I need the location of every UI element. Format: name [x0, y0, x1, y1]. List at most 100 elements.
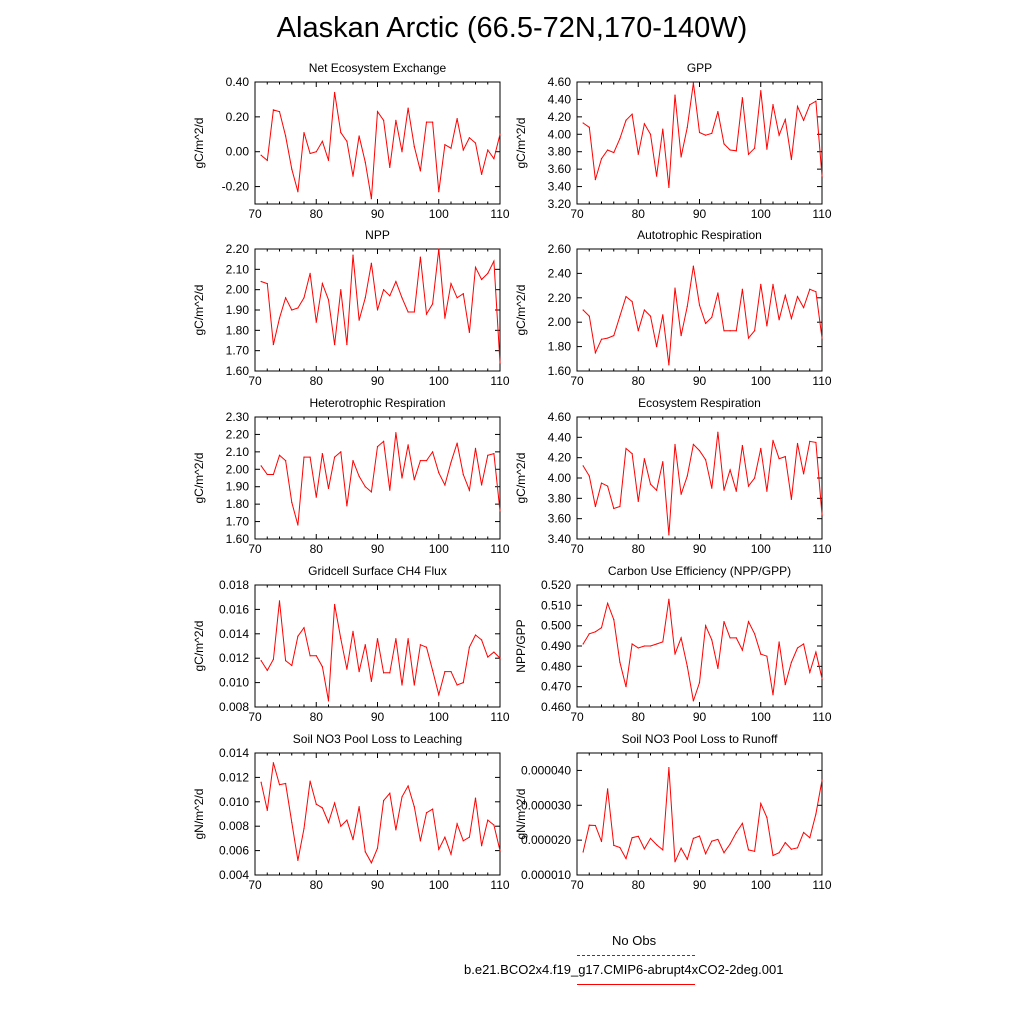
data-point — [821, 175, 823, 177]
y-tick-label: 0.470 — [541, 680, 571, 694]
data-point — [438, 472, 440, 474]
data-point — [303, 627, 305, 629]
data-point — [499, 850, 501, 852]
y-axis-title: gC/m^2/d — [192, 621, 206, 672]
data-point — [607, 602, 609, 604]
y-tick-label: 3.40 — [548, 180, 572, 194]
y-tick-label: 2.60 — [548, 242, 572, 256]
data-point — [723, 621, 725, 623]
y-tick-label: 1.80 — [226, 323, 250, 337]
data-point — [456, 442, 458, 444]
data-point — [413, 479, 415, 481]
panel-title: GPP — [687, 61, 712, 75]
series-line — [260, 432, 501, 526]
data-point — [705, 459, 707, 461]
data-point — [340, 289, 342, 291]
y-tick-label: 3.20 — [548, 197, 572, 211]
data-point — [376, 847, 379, 849]
data-point — [723, 852, 725, 854]
data-point — [711, 132, 713, 135]
data-point — [383, 799, 385, 802]
data-point — [778, 641, 780, 643]
data-point — [364, 297, 366, 299]
plot-frame — [576, 584, 823, 708]
x-tick-label: 80 — [310, 542, 324, 556]
y-tick-label: 0.000020 — [521, 833, 571, 847]
data-point — [474, 447, 477, 449]
page-title: Alaskan Arctic (66.5-72N,170-140W) — [276, 12, 748, 44]
y-tick-label: 3.60 — [548, 162, 572, 176]
x-tick-label: 110 — [490, 207, 509, 221]
x-tick-label: 70 — [248, 878, 262, 892]
chart-panel-6: Ecosystem Respiration 70 80 90 100 110 4.60 4.4… — [514, 396, 832, 556]
data-point — [364, 486, 366, 488]
data-point — [754, 147, 756, 149]
y-tick-label: 4.20 — [548, 451, 572, 465]
data-point — [619, 661, 621, 663]
data-point — [705, 853, 707, 855]
data-point — [493, 824, 495, 826]
y-axis-title: gC/m^2/d — [192, 118, 206, 169]
data-point — [321, 666, 323, 668]
y-tick-label: 3.80 — [548, 145, 572, 159]
data-point — [364, 644, 366, 646]
x-tick-label: 90 — [693, 878, 707, 892]
data-point — [474, 797, 477, 799]
data-point — [656, 489, 658, 491]
data-point — [717, 431, 719, 433]
data-point — [741, 97, 743, 99]
x-tick-label: 70 — [248, 710, 262, 724]
data-point — [450, 671, 452, 673]
data-point — [438, 694, 440, 696]
data-point — [754, 633, 756, 635]
data-point — [656, 175, 658, 177]
x-tick-label: 80 — [632, 710, 646, 724]
data-point — [432, 121, 434, 123]
data-point — [407, 311, 409, 313]
data-point — [297, 635, 299, 637]
data-point — [600, 482, 603, 484]
y-axis-title: gC/m^2/d — [192, 285, 206, 336]
data-point — [481, 845, 483, 847]
data-point — [291, 168, 293, 170]
y-tick-label: 1.70 — [226, 515, 250, 529]
y-tick-label: 2.30 — [226, 410, 250, 424]
data-point — [395, 829, 397, 831]
data-point — [303, 456, 305, 458]
data-point — [674, 861, 676, 863]
data-point — [735, 637, 737, 639]
data-point — [649, 645, 652, 647]
data-point — [444, 836, 446, 838]
panel-title: Net Ecosystem Exchange — [309, 61, 447, 75]
data-point — [784, 294, 786, 296]
data-point — [383, 672, 385, 674]
data-point — [588, 824, 590, 826]
data-point — [456, 823, 458, 825]
data-point — [717, 667, 719, 669]
data-point — [315, 496, 317, 498]
data-point — [358, 806, 360, 808]
data-point — [474, 634, 477, 636]
x-tick-label: 100 — [751, 710, 771, 724]
data-point — [352, 630, 354, 632]
data-point — [643, 645, 645, 647]
chart-panel-10: Soil NO3 Pool Loss to Runoff 70 80 90 100 110… — [514, 732, 832, 892]
data-point — [285, 459, 287, 462]
panel-title: Autotrophic Respiration — [637, 228, 762, 242]
chart-panel-3: NPP 70 80 90 100 110 2.20 2.10 2.00 1.90 1.80 1.70 1… — [192, 228, 510, 388]
x-tick-label: 100 — [429, 374, 449, 388]
data-point — [493, 453, 495, 455]
data-point — [285, 782, 287, 785]
chart-panel-8: Carbon Use Efficiency (NPP/GPP) 70 80 90 100… — [514, 564, 832, 724]
data-point — [260, 660, 262, 662]
data-point — [625, 686, 627, 688]
y-tick-label: 0.000040 — [521, 763, 571, 777]
x-tick-label: 100 — [429, 207, 449, 221]
data-point — [303, 131, 305, 134]
data-point — [462, 682, 464, 684]
data-point — [419, 840, 421, 842]
data-point — [637, 153, 639, 155]
x-tick-label: 80 — [310, 374, 324, 388]
y-tick-label: 2.10 — [226, 262, 250, 276]
